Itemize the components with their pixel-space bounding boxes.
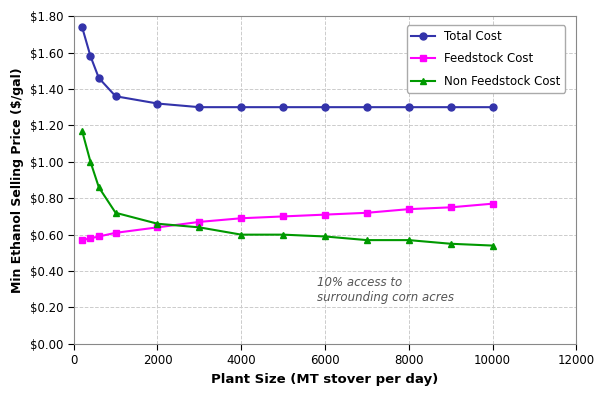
Non Feedstock Cost: [87, 160, 94, 164]
Non Feedstock Cost: [489, 243, 496, 248]
Total Cost: [196, 105, 203, 110]
Line: Non Feedstock Cost: Non Feedstock Cost: [79, 127, 496, 249]
Total Cost: [95, 76, 102, 81]
Feedstock Cost: [87, 236, 94, 241]
Text: 10% access to
surrounding corn acres: 10% access to surrounding corn acres: [317, 276, 454, 304]
Feedstock Cost: [321, 212, 328, 217]
Feedstock Cost: [489, 201, 496, 206]
Non Feedstock Cost: [154, 222, 161, 226]
Total Cost: [112, 94, 119, 98]
Line: Feedstock Cost: Feedstock Cost: [79, 200, 496, 244]
Non Feedstock Cost: [112, 210, 119, 215]
Y-axis label: Min Ethanol Selling Price ($/gal): Min Ethanol Selling Price ($/gal): [11, 67, 24, 293]
Non Feedstock Cost: [196, 225, 203, 230]
Feedstock Cost: [154, 225, 161, 230]
Feedstock Cost: [112, 230, 119, 235]
Non Feedstock Cost: [95, 185, 102, 190]
Legend: Total Cost, Feedstock Cost, Non Feedstock Cost: Total Cost, Feedstock Cost, Non Feedstoc…: [407, 25, 565, 93]
Feedstock Cost: [95, 234, 102, 239]
Total Cost: [321, 105, 328, 110]
Feedstock Cost: [363, 210, 370, 215]
Total Cost: [154, 101, 161, 106]
X-axis label: Plant Size (MT stover per day): Plant Size (MT stover per day): [211, 373, 439, 386]
Total Cost: [87, 54, 94, 59]
Feedstock Cost: [78, 238, 85, 243]
Total Cost: [489, 105, 496, 110]
Total Cost: [238, 105, 245, 110]
Total Cost: [78, 25, 85, 29]
Non Feedstock Cost: [238, 232, 245, 237]
Total Cost: [405, 105, 413, 110]
Non Feedstock Cost: [78, 129, 85, 133]
Total Cost: [447, 105, 454, 110]
Total Cost: [279, 105, 287, 110]
Total Cost: [363, 105, 370, 110]
Feedstock Cost: [238, 216, 245, 221]
Line: Total Cost: Total Cost: [79, 23, 496, 111]
Non Feedstock Cost: [447, 241, 454, 246]
Non Feedstock Cost: [405, 238, 413, 243]
Non Feedstock Cost: [321, 234, 328, 239]
Feedstock Cost: [279, 214, 287, 219]
Feedstock Cost: [447, 205, 454, 210]
Feedstock Cost: [196, 220, 203, 224]
Non Feedstock Cost: [363, 238, 370, 243]
Feedstock Cost: [405, 207, 413, 212]
Non Feedstock Cost: [279, 232, 287, 237]
